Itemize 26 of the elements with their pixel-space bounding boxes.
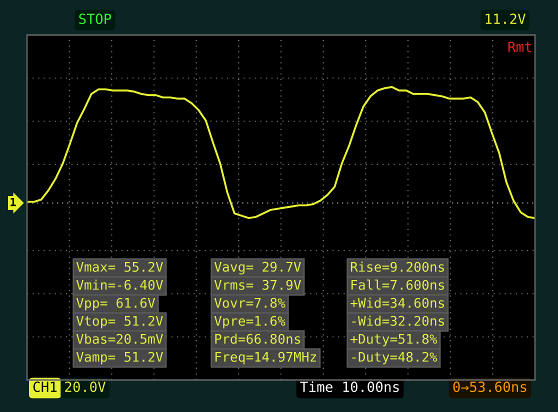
text: Vpre=1.6% (214, 316, 286, 328)
text: Vmin=-6.40V (76, 280, 164, 290)
text: Vavg= 29.7V (214, 262, 302, 274)
text: Prd=66.80ns (215, 334, 300, 344)
text: +Wid=34.60ns (350, 298, 444, 308)
text: -Duty=48.2% (352, 352, 438, 364)
text: 1 (10, 198, 16, 206)
text: 0→53.60ns (453, 382, 526, 392)
text: CH1 (33, 382, 57, 392)
text: Freq=14.97MHz (216, 352, 316, 364)
text: Rmt (508, 42, 532, 52)
text: Vrms= 37.9V (214, 280, 302, 290)
text: STOP (79, 14, 112, 24)
text: Fall=7.600ns (352, 280, 444, 290)
text: Vtop= 51.2V (76, 316, 164, 328)
text: Vmax= 55.2V (76, 262, 164, 272)
text: Vovr=7.8% (214, 298, 286, 308)
text: Vbas=20.5mV (76, 334, 164, 344)
text: Rise=9.200ns (350, 262, 444, 272)
text: 20.0V (65, 382, 106, 392)
text: Vpp= 61.6V (76, 298, 156, 310)
text: +Duty=51.8% (350, 334, 438, 346)
text: Time 10.00ns (300, 381, 399, 392)
text: 11.2V (486, 14, 526, 24)
text: -Wid=32.20ns (352, 316, 444, 326)
text: Vamp= 51.2V (76, 352, 164, 364)
